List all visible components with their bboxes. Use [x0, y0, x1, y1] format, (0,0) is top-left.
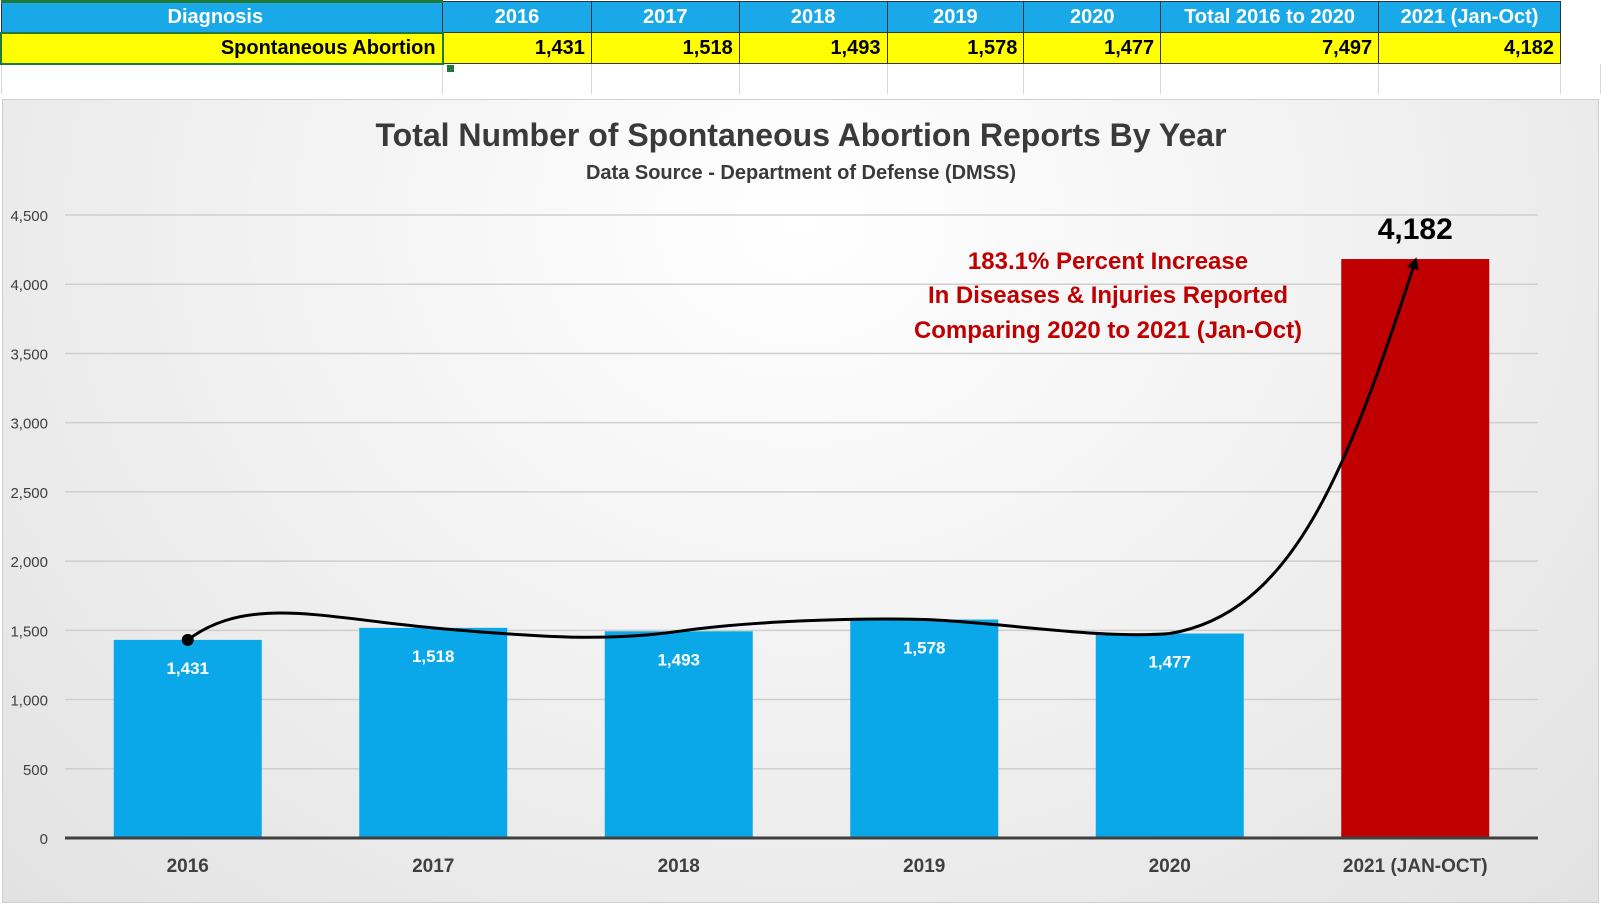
y-tick-label: 1,500 [10, 623, 48, 640]
cell-2018[interactable]: 1,493 [738, 32, 888, 64]
annotation-line-3: Comparing 2020 to 2021 (Jan-Oct) [914, 317, 1302, 344]
bar-2017 [359, 627, 508, 838]
bar-chart: Total Number of Spontaneous Abortion Rep… [10, 117, 1538, 877]
empty-cell[interactable] [0, 63, 444, 94]
increase-annotation: 183.1% Percent Increase In Diseases & In… [914, 248, 1302, 344]
chart-container[interactable]: Total Number of Spontaneous Abortion Rep… [2, 99, 1599, 903]
x-tick-label: 2017 [412, 856, 454, 877]
x-tick-label: 2018 [658, 856, 700, 877]
data-labels: 1,431 1,518 1,493 1,578 1,477 4,182 [166, 213, 1452, 678]
y-tick-label: 3,000 [10, 416, 48, 433]
data-label: 1,431 [166, 659, 209, 678]
y-tick-label: 1,000 [10, 693, 48, 710]
cell-2017[interactable]: 1,518 [590, 32, 740, 64]
x-tick-label: 2019 [903, 856, 945, 877]
data-label: 1,578 [903, 639, 946, 658]
bar-2021-jan-oct- [1341, 259, 1490, 838]
gridlines [65, 214, 1538, 770]
x-tick-label: 2016 [167, 856, 209, 877]
y-tick-label: 2,000 [10, 554, 48, 571]
y-tick-label: 3,500 [10, 346, 48, 363]
header-cell-2016[interactable]: 2016 [442, 1, 592, 33]
empty-cell[interactable] [886, 63, 1025, 94]
table-header-row: Diagnosis 2016 2017 2018 2019 2020 Total… [0, 0, 1601, 33]
spreadsheet-area: Diagnosis 2016 2017 2018 2019 2020 Total… [0, 0, 1601, 100]
data-label: 1,493 [657, 650, 700, 669]
empty-row [0, 63, 1601, 94]
y-tick-label: 2,500 [10, 485, 48, 502]
cell-2021[interactable]: 4,182 [1378, 32, 1561, 64]
annotation-line-2: In Diseases & Injuries Reported [928, 282, 1288, 309]
bar-2018 [604, 631, 753, 838]
y-tick-label: 0 [40, 831, 48, 848]
header-cell-total[interactable]: Total 2016 to 2020 [1160, 1, 1380, 33]
trend-start-dot [181, 633, 194, 646]
cell-2019[interactable]: 1,578 [886, 32, 1025, 64]
bar-2016 [113, 639, 262, 838]
header-cell-2021[interactable]: 2021 (Jan-Oct) [1378, 1, 1561, 33]
selection-fill-handle[interactable] [446, 64, 455, 73]
empty-cell[interactable] [442, 63, 592, 94]
empty-cell[interactable] [1023, 63, 1162, 94]
chart-subtitle: Data Source - Department of Defense (DMS… [586, 162, 1016, 184]
empty-cell[interactable] [1560, 63, 1601, 94]
annotation-line-1: 183.1% Percent Increase [968, 248, 1248, 275]
bar-2020 [1095, 633, 1244, 838]
bar-2019 [850, 619, 999, 838]
empty-cell[interactable] [1378, 63, 1561, 94]
table-row: Spontaneous Abortion 1,431 1,518 1,493 1… [0, 31, 1601, 65]
header-cell-diagnosis[interactable]: Diagnosis [0, 0, 444, 33]
cell-2020[interactable]: 1,477 [1023, 32, 1162, 64]
header-cell-2019[interactable]: 2019 [886, 1, 1025, 33]
chart-title: Total Number of Spontaneous Abortion Rep… [375, 117, 1226, 153]
x-tick-label: 2021 (JAN-OCT) [1343, 856, 1488, 877]
data-label-highlight: 4,182 [1378, 213, 1453, 246]
y-tick-label: 4,500 [10, 208, 48, 225]
y-tick-label: 500 [23, 762, 48, 779]
empty-cell[interactable] [1160, 63, 1380, 94]
empty-cell[interactable] [590, 63, 740, 94]
trend-arrow [186, 257, 1419, 642]
header-cell-2018[interactable]: 2018 [738, 1, 888, 33]
x-axis-ticks: 2016 2017 2018 2019 2020 2021 (JAN-OCT) [167, 856, 1488, 877]
data-label: 1,518 [412, 647, 455, 666]
x-tick-label: 2020 [1149, 856, 1191, 877]
data-label: 1,477 [1148, 653, 1191, 672]
bars-group [113, 259, 1490, 838]
cell-2016[interactable]: 1,431 [442, 32, 592, 64]
empty-cell[interactable] [1560, 1, 1601, 33]
y-tick-label: 4,000 [10, 277, 48, 294]
empty-cell[interactable] [738, 63, 888, 94]
header-cell-2017[interactable]: 2017 [590, 1, 740, 33]
cell-diagnosis[interactable]: Spontaneous Abortion [0, 31, 444, 65]
cell-total[interactable]: 7,497 [1160, 32, 1380, 64]
data-table: Diagnosis 2016 2017 2018 2019 2020 Total… [0, 0, 1601, 94]
empty-cell[interactable] [1560, 32, 1601, 64]
header-cell-2020[interactable]: 2020 [1023, 1, 1162, 33]
y-axis-ticks: 0 500 1,000 1,500 2,000 2,500 3,000 3,500 4,000 4… [10, 208, 48, 848]
